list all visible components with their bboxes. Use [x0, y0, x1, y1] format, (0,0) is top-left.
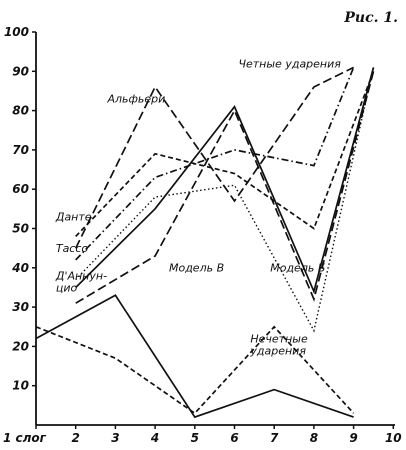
x-tick-label: 1 слог [3, 431, 47, 445]
annotation-label: Д'Аннун-цио [55, 270, 107, 295]
y-tick-label: 50 [12, 222, 29, 236]
annotation-label: Модель Б [270, 262, 325, 275]
y-tick-label: 60 [12, 182, 29, 196]
series-line-6 [75, 67, 375, 294]
x-tick-label: 5 [191, 431, 199, 445]
x-tick-label: 6 [230, 431, 238, 445]
axes [35, 32, 395, 426]
series-line-7 [35, 294, 354, 419]
y-tick-label: 40 [11, 261, 29, 275]
y-tick-label: 10 [12, 379, 29, 393]
y-tick-label: 30 [12, 300, 29, 314]
tick-labels: 10 20 30 40 50 60 70 80 90 100 1 слог 2 3 4 5 6 7 8 9 10 [3, 25, 402, 445]
y-tick-label: 20 [12, 339, 29, 353]
series-line-4 [75, 67, 355, 261]
figure-label: Рис. 1. [343, 10, 398, 26]
y-tick-label: 80 [12, 104, 29, 118]
annotation-label: Данте [55, 211, 92, 224]
series-line-2 [75, 70, 375, 237]
x-tick-label: 9 [349, 431, 357, 445]
series-lines [35, 66, 375, 419]
y-tick-label: 100 [4, 25, 29, 39]
annotation-label: Тассо [56, 242, 89, 255]
series-line-5 [75, 67, 375, 333]
annotation-label: Модель В [169, 262, 224, 275]
annotation-label: Нечетные ударения [249, 332, 308, 357]
x-tick-label: 3 [111, 431, 119, 445]
x-tick-label: 8 [310, 431, 318, 445]
y-tick-label: 70 [12, 143, 29, 157]
y-tick-label: 90 [12, 64, 29, 78]
series-line-8 [35, 325, 355, 415]
annotation-label: Четные ударения [238, 57, 341, 70]
x-tick-label: 4 [150, 431, 159, 445]
series-line-3 [75, 71, 375, 304]
x-tick-label: 2 [72, 431, 80, 445]
annotation-label: Альфьери [106, 93, 165, 106]
x-tick-label: 7 [270, 431, 279, 445]
x-tick-label: 10 [385, 431, 402, 445]
series-line-1 [74, 66, 354, 249]
annotations: Четные ударения Альфьери Данте Тассо Д'Аннун… [55, 57, 341, 357]
